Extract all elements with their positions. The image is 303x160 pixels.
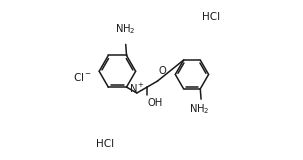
Text: HCl: HCl: [202, 12, 220, 22]
Text: HCl: HCl: [96, 139, 115, 149]
Text: NH$_2$: NH$_2$: [189, 102, 210, 116]
Text: O: O: [158, 66, 166, 76]
Text: Cl$^-$: Cl$^-$: [73, 71, 92, 83]
Text: N$^+$: N$^+$: [129, 82, 145, 95]
Text: OH: OH: [148, 98, 163, 108]
Text: NH$_2$: NH$_2$: [115, 22, 135, 36]
